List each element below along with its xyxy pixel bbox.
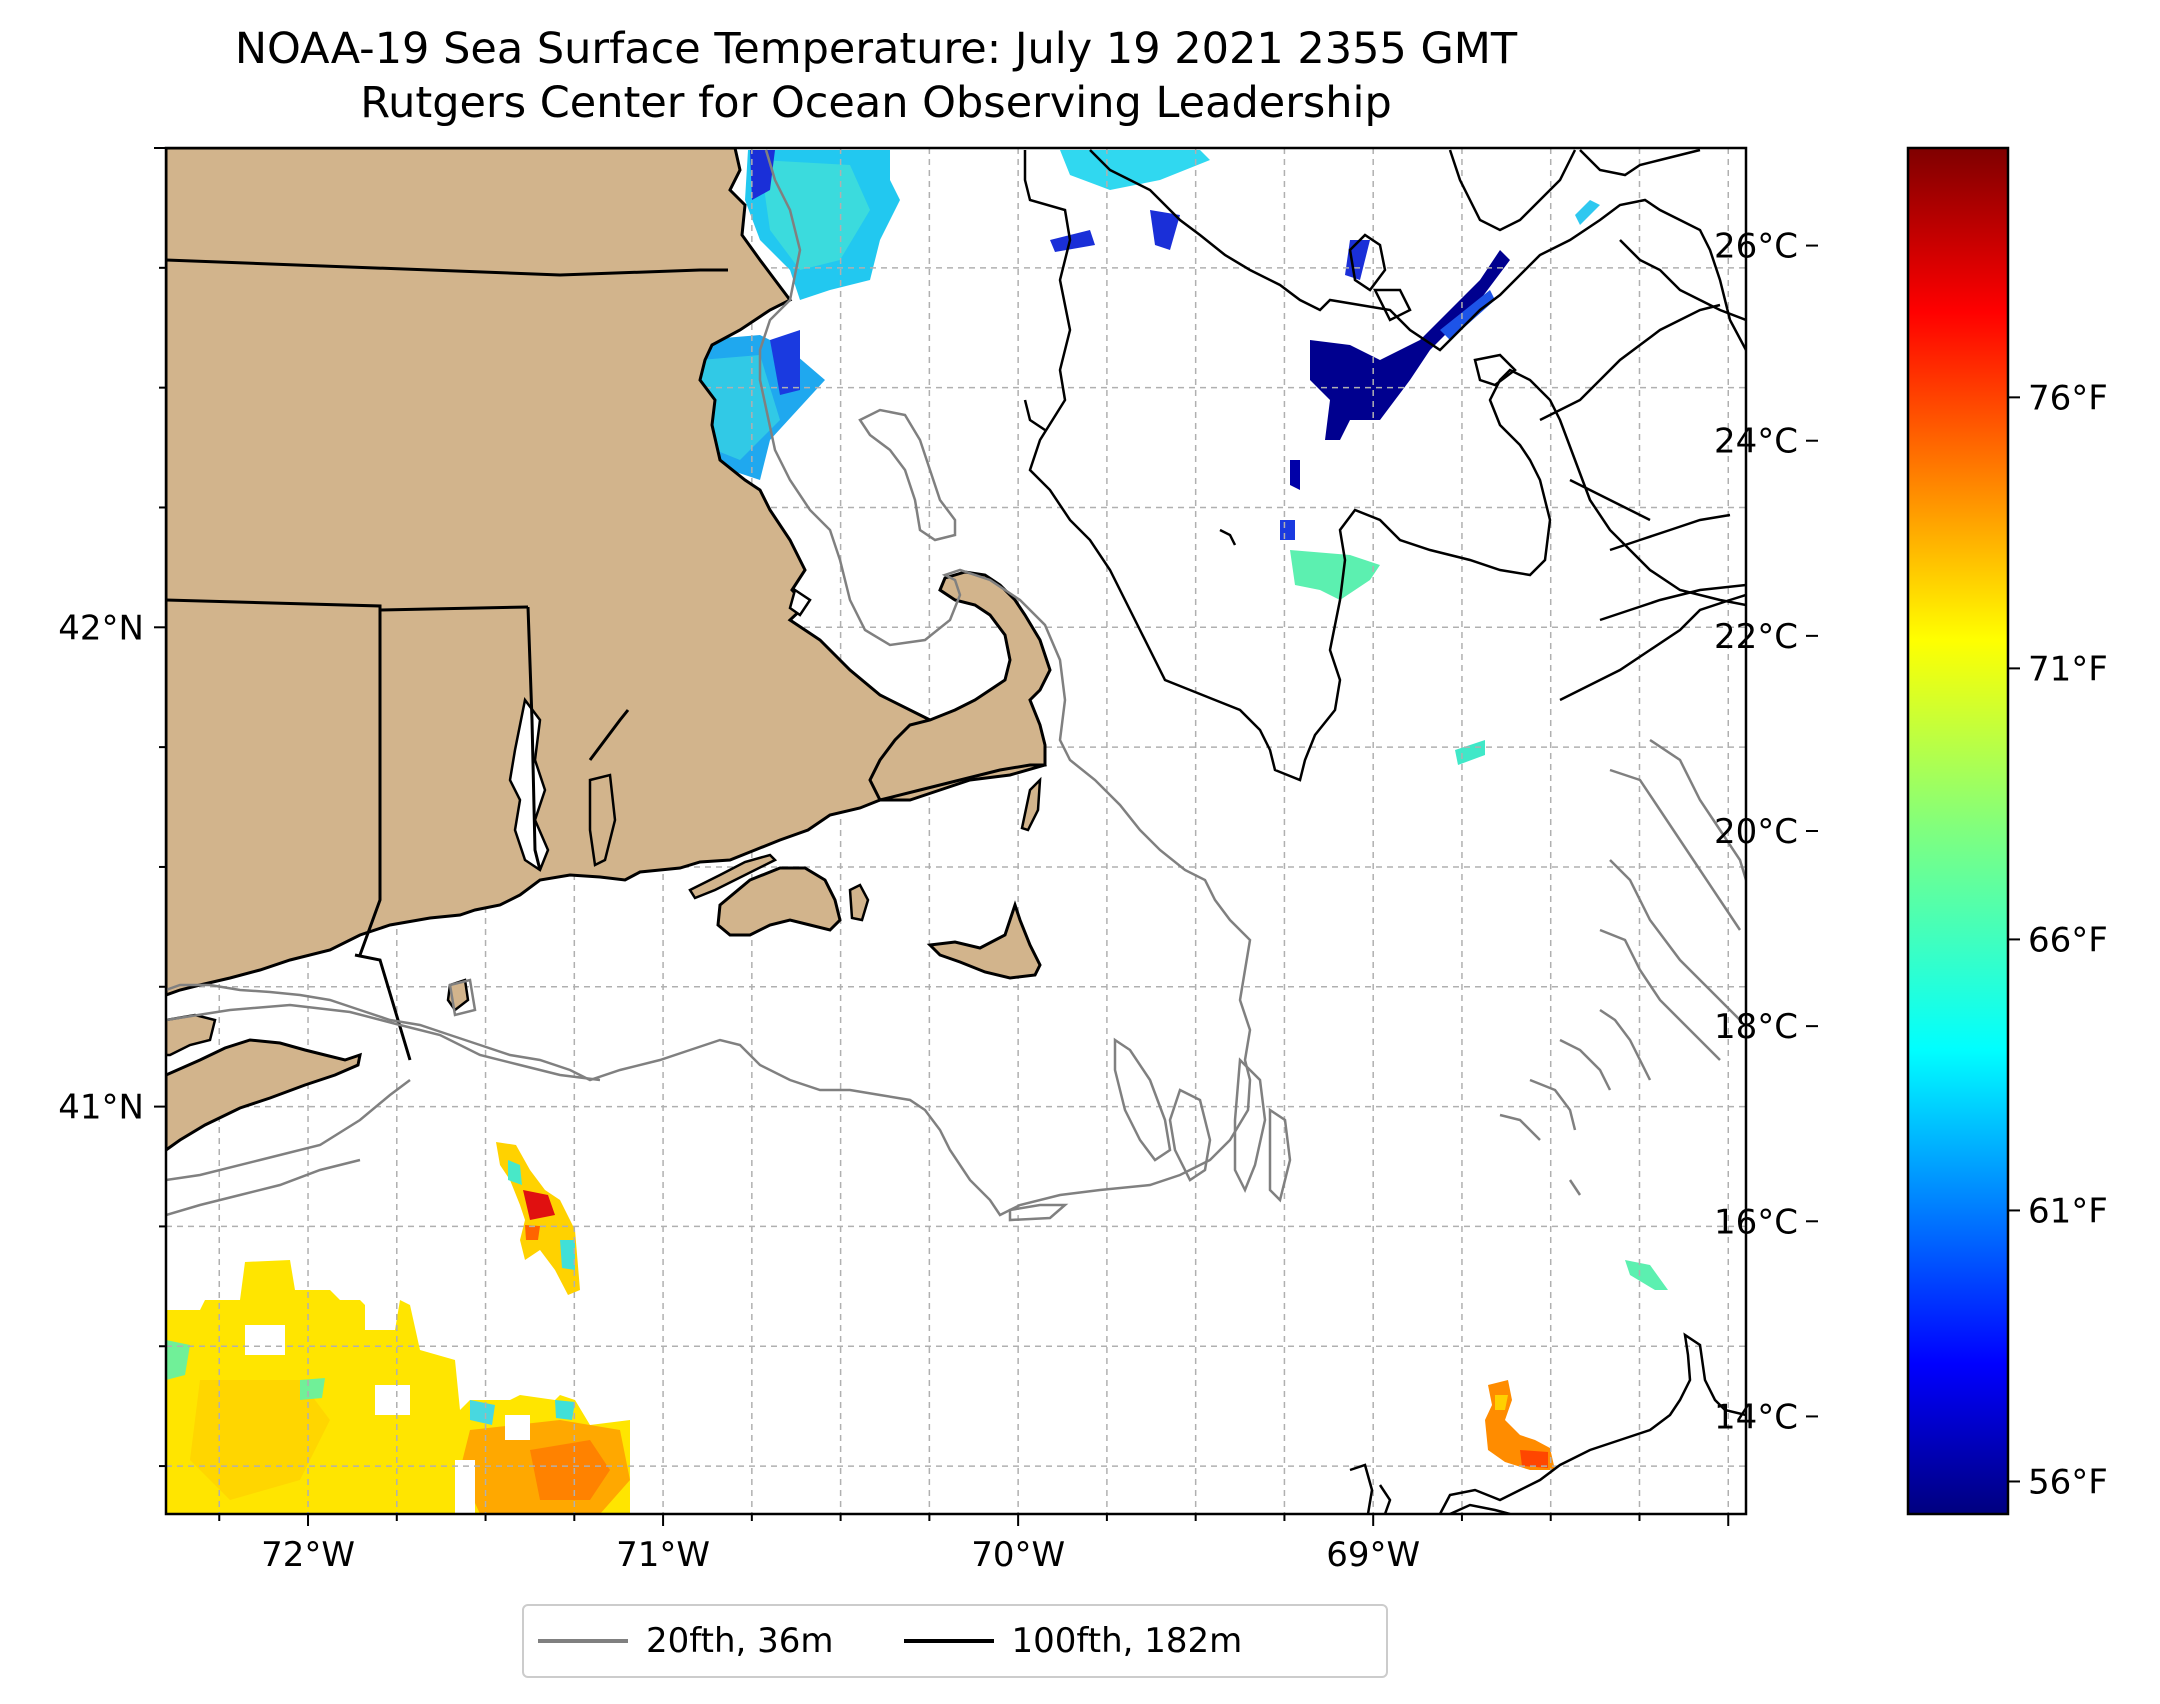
monomoy-island xyxy=(1020,776,1042,832)
celsius-tick-label: 22°C xyxy=(1714,617,1798,657)
martha-vineyard xyxy=(716,866,842,937)
lat-tick-label: 41°N xyxy=(58,1088,144,1128)
chart-title: NOAA-19 Sea Surface Temperature: July 19… xyxy=(166,22,1586,130)
state-border-ny-ct xyxy=(354,953,412,1061)
legend: 20fth, 36m 100fth, 182m xyxy=(522,1604,1388,1678)
legend-item-100fth: 100fth, 182m xyxy=(834,1621,1243,1661)
axis-ticks xyxy=(154,147,1730,1526)
state-borders xyxy=(166,258,728,1061)
state-border-ri-east xyxy=(588,709,630,761)
mainland-new-england xyxy=(166,148,1047,997)
sst-patch-southeast-warm xyxy=(1485,1380,1555,1470)
map-frame xyxy=(164,146,1748,1516)
fahrenheit-tick-label: 71°F xyxy=(2028,649,2108,689)
title-line-2: Rutgers Center for Ocean Observing Leade… xyxy=(360,78,1392,128)
lon-tick-label: 71°W xyxy=(616,1535,710,1575)
narragansett-island xyxy=(588,773,617,867)
legend-label-20fth: 20fth, 36m xyxy=(646,1621,834,1661)
sst-patch-southwest-warm xyxy=(166,1260,630,1514)
colorbar-fahrenheit-ticks: 56°F 61°F 66°F 71°F 76°F xyxy=(2008,378,2108,1502)
lon-tick-label: 70°W xyxy=(971,1535,1065,1575)
nantucket xyxy=(926,900,1042,980)
colorbar-celsius-ticks: 14°C 16°C 18°C 20°C 22°C 24°C 26°C xyxy=(1714,227,1818,1437)
lat-tick-label: 42°N xyxy=(58,608,144,648)
fahrenheit-tick-label: 61°F xyxy=(2028,1191,2108,1231)
long-island-fork xyxy=(166,1013,217,1057)
map-area xyxy=(166,148,1746,1514)
cape-cod-bay-water xyxy=(788,588,812,617)
latitude-labels: 41°N 42°N xyxy=(58,608,144,1127)
celsius-tick-label: 16°C xyxy=(1714,1202,1798,1242)
cape-cod xyxy=(868,570,1052,802)
elizabeth-islands xyxy=(688,853,778,900)
title-line-1: NOAA-19 Sea Surface Temperature: July 19… xyxy=(234,24,1518,74)
legend-label-100fth: 100fth, 182m xyxy=(1011,1621,1243,1661)
state-border-nh-ma xyxy=(166,258,728,277)
lon-tick-label: 72°W xyxy=(261,1535,355,1575)
contour-20fth xyxy=(166,149,1746,1222)
celsius-tick-label: 24°C xyxy=(1714,422,1798,462)
contour-100fth xyxy=(1023,148,1746,1514)
celsius-tick-label: 26°C xyxy=(1714,227,1798,267)
fahrenheit-tick-label: 66°F xyxy=(2028,920,2108,960)
celsius-tick-label: 20°C xyxy=(1714,812,1798,852)
fahrenheit-tick-label: 76°F xyxy=(2028,378,2108,418)
lon-tick-label: 69°W xyxy=(1326,1535,1420,1575)
state-border-ri-ma xyxy=(526,606,542,871)
legend-swatch-20fth xyxy=(538,1639,628,1643)
state-border-ct-ri xyxy=(358,606,382,956)
legend-swatch-100fth xyxy=(903,1639,994,1643)
colorbar xyxy=(1906,146,2010,1516)
sst-patch-northeast-cold xyxy=(1050,150,1600,490)
land-area xyxy=(166,148,1052,1152)
celsius-tick-label: 18°C xyxy=(1714,1007,1798,1047)
longitude-labels: 72°W 71°W 70°W 69°W xyxy=(261,1535,1420,1575)
long-island xyxy=(166,1038,362,1152)
small-island xyxy=(848,883,870,922)
legend-item-20fth: 20fth, 36m xyxy=(524,1621,834,1661)
celsius-tick-label: 14°C xyxy=(1714,1397,1798,1437)
sst-patch-offshore-warm xyxy=(496,1142,580,1295)
fahrenheit-tick-label: 56°F xyxy=(2028,1462,2108,1502)
